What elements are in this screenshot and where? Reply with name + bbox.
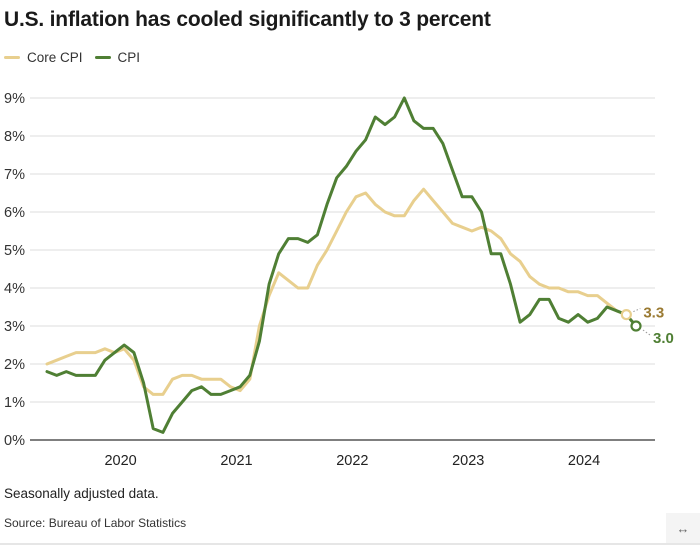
chart-title: U.S. inflation has cooled significantly … [4,8,491,31]
y-tick-label: 7% [4,167,25,183]
y-tick-label: 9% [4,91,25,107]
end-label-cpi: 3.0 [653,330,674,347]
y-tick-label: 3% [4,319,25,335]
y-tick-label: 8% [4,129,25,145]
series-lines [45,96,638,434]
source-note: Source: Bureau of Labor Statistics [4,516,187,530]
expand-icon[interactable]: ↔ [666,513,700,543]
legend-label-core-cpi: Core CPI [27,50,83,65]
legend: Core CPI CPI [4,50,152,65]
x-tick-label: 2024 [568,453,600,469]
footnote: Seasonally adjusted data. [4,486,159,501]
x-tick-label: 2023 [452,453,484,469]
end-leader-core-cpi [633,308,641,313]
legend-swatch-core-cpi [4,56,20,59]
end-leader-cpi [642,329,651,336]
legend-item-core-cpi: Core CPI [4,50,83,65]
gridlines [30,97,655,441]
x-axis-ticks: 2020 2021 2022 2023 2024 [104,453,600,469]
x-tick-label: 2020 [104,453,136,469]
legend-item-cpi: CPI [94,50,141,65]
series-line-cpi [45,96,638,434]
x-tick-label: 2022 [336,453,368,469]
y-axis-ticks: 0% 1% 2% 3% 4% 5% 6% 7% 8% 9% [4,91,25,449]
legend-label-cpi: CPI [117,50,141,65]
y-tick-label: 0% [4,433,25,449]
y-tick-label: 5% [4,243,25,259]
end-label-core-cpi: 3.3 [643,305,664,322]
end-marker-core-cpi [620,309,632,321]
legend-swatch-cpi [94,56,111,59]
end-markers: 3.33.0 [620,305,674,347]
y-tick-label: 4% [4,281,25,297]
y-tick-label: 6% [4,205,25,221]
x-tick-label: 2021 [220,453,252,469]
bottom-divider [0,543,700,545]
y-tick-label: 1% [4,395,25,411]
end-marker-cpi [630,320,642,332]
y-tick-label: 2% [4,357,25,373]
